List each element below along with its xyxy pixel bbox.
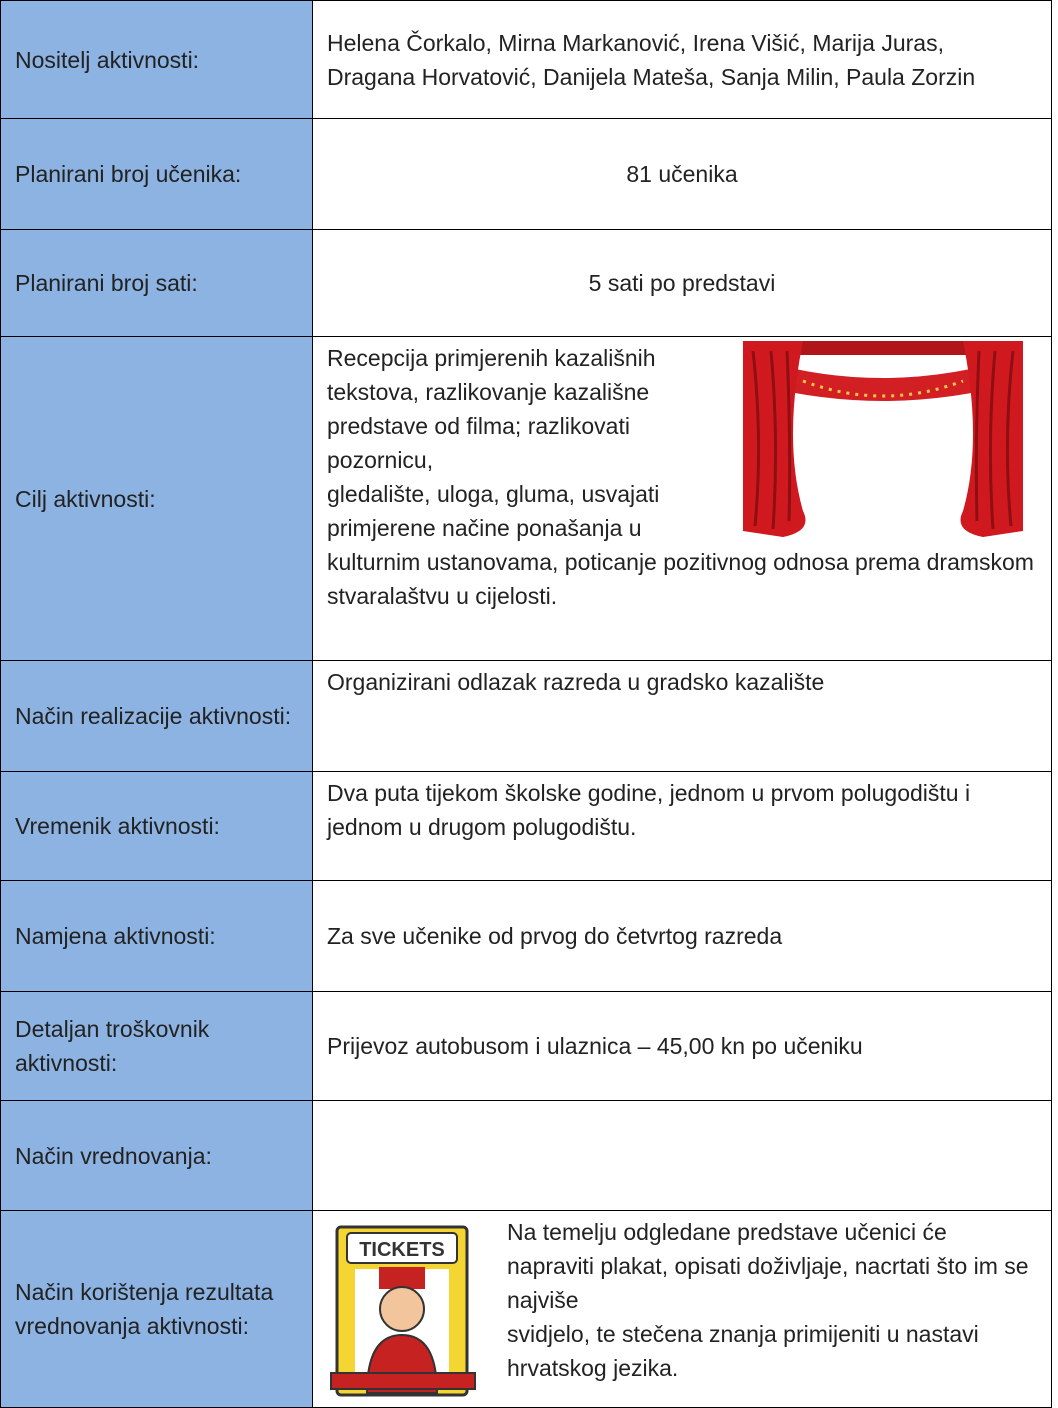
table-row: Način realizacije aktivnosti: Organiziran… <box>0 660 1052 772</box>
row-label: Nositelj aktivnosti: <box>0 0 313 119</box>
table-row: Planirani broj sati: 5 sati po predstavi <box>0 229 1052 337</box>
paragraph: svidjelo, te stečena znanja primijeniti … <box>507 1321 979 1381</box>
row-content: TICKETS Na temelju odgledane predstave u… <box>312 1210 1052 1408</box>
table-row: Cilj aktivnosti: Recepcija primjerenih k… <box>0 336 1052 661</box>
row-label: Namjena aktivnosti: <box>0 880 313 992</box>
row-label: Planirani broj učenika: <box>0 118 313 230</box>
table-row: Detaljan troškovnik aktivnosti: Prijevoz … <box>0 991 1052 1101</box>
table-row: Planirani broj učenika: 81 učenika <box>0 118 1052 230</box>
paragraph: gledalište, uloga, gluma, usvajati primj… <box>327 481 1034 609</box>
row-label: Vremenik aktivnosti: <box>0 771 313 881</box>
row-label: Način realizacije aktivnosti: <box>0 660 313 772</box>
row-label: Način korištenja rezultata vrednovanja a… <box>0 1210 313 1408</box>
row-label: Način vrednovanja: <box>0 1100 313 1211</box>
row-content: Recepcija primjerenih kazališnih tekstov… <box>312 336 1052 661</box>
row-content: Dva puta tijekom školske godine, jednom … <box>312 771 1052 881</box>
table-row: Nositelj aktivnosti: Helena Čorkalo, Mirn… <box>0 0 1052 119</box>
paragraph: Recepcija primjerenih kazališnih tekstov… <box>327 345 656 473</box>
row-content: 81 učenika <box>312 118 1052 230</box>
row-content: Prijevoz autobusom i ulaznica – 45,00 kn… <box>312 991 1052 1101</box>
row-content: Organizirani odlazak razreda u gradsko k… <box>312 660 1052 772</box>
row-content <box>312 1100 1052 1211</box>
row-content: 5 sati po predstavi <box>312 229 1052 337</box>
table-row: Vremenik aktivnosti: Dva puta tijekom ško… <box>0 771 1052 881</box>
table-row: Namjena aktivnosti: Za sve učenike od prv… <box>0 880 1052 992</box>
table-row: Način korištenja rezultata vrednovanja a… <box>0 1210 1052 1408</box>
table-row: Način vrednovanja: <box>0 1100 1052 1211</box>
tickets-image: TICKETS <box>330 1225 476 1397</box>
row-label: Detaljan troškovnik aktivnosti: <box>0 991 313 1101</box>
row-label: Cilj aktivnosti: <box>0 336 313 661</box>
tickets-sign: TICKETS <box>359 1239 445 1261</box>
curtain-image <box>743 341 1023 537</box>
paragraph: Na temelju odgledane predstave učenici ć… <box>507 1219 1029 1313</box>
row-label: Planirani broj sati: <box>0 229 313 337</box>
row-content: Za sve učenike od prvog do četvrtog razr… <box>312 880 1052 992</box>
row-content: Helena Čorkalo, Mirna Markanović, Irena … <box>312 0 1052 119</box>
